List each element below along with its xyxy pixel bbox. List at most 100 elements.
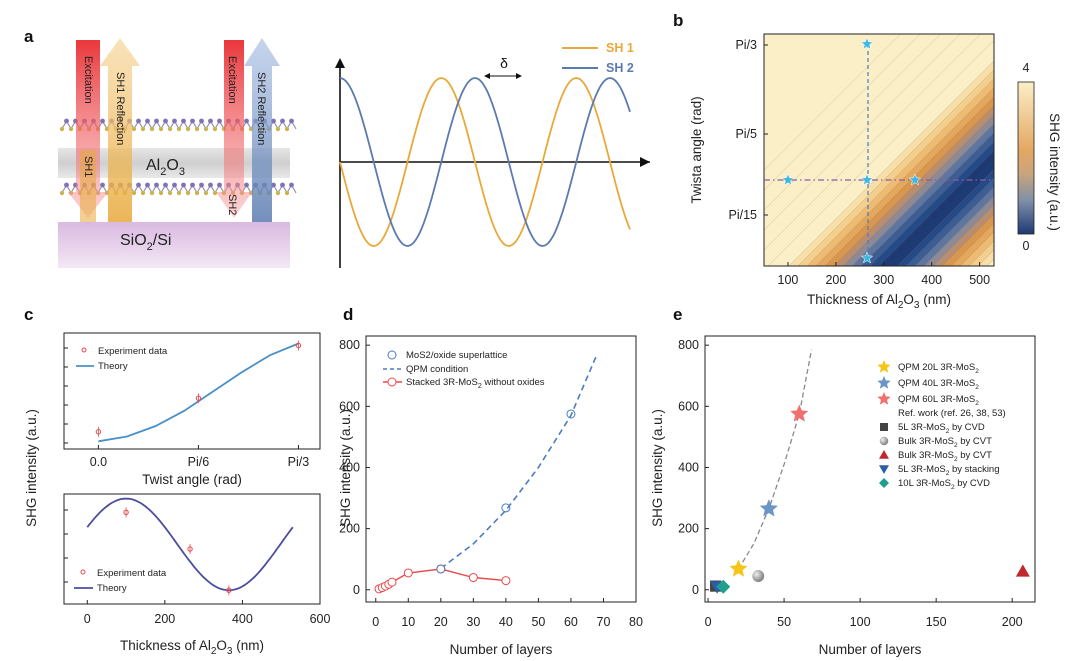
sulfur-atom xyxy=(275,126,281,132)
excitation-arrow-1 xyxy=(68,40,108,218)
heatmap-band xyxy=(878,150,994,266)
e-ytick-label: 200 xyxy=(678,522,699,536)
d-legend-qpm: QPM condition xyxy=(406,364,468,375)
sulfur-atom xyxy=(68,126,74,132)
e-legend-marker-sphere xyxy=(879,436,889,446)
sulfur-atom xyxy=(140,126,146,132)
e-legend-name: QPM 20L 3R-MoS xyxy=(898,362,975,373)
e-legend-marker-triangle xyxy=(879,450,889,459)
c-top-plot: 0.0 Pi/6 Pi/3 xyxy=(64,340,309,469)
heatmap-xtick-label: 400 xyxy=(921,273,942,287)
heatmap-xtick-label: 300 xyxy=(873,273,894,287)
sh1-legend-label: SH 1 xyxy=(606,41,634,55)
heatmap-ylabel: Twista angle (rad) xyxy=(689,96,704,203)
colorbar-max-label: 4 xyxy=(1023,61,1030,75)
e-xtick-label: 0 xyxy=(705,615,712,629)
phase-delta: δ xyxy=(500,55,508,71)
d-xtick-label: 20 xyxy=(434,615,448,629)
sh2-layer-label: SH2 xyxy=(226,194,238,215)
molybdenum-atom xyxy=(289,182,294,188)
sulfur-atom xyxy=(194,126,200,132)
c-bottom-exp-point xyxy=(226,587,232,593)
d-legend-stacked-marker xyxy=(387,377,397,387)
molybdenum-atom xyxy=(154,182,159,188)
colorbar-min-label: 0 xyxy=(1023,239,1030,253)
substrate-label: SiO2/Si xyxy=(120,232,171,253)
sulfur-atom xyxy=(59,190,65,196)
heatmap-xlabel: Thickness of Al2O3 (nm) xyxy=(807,292,951,311)
heatmap-contour xyxy=(764,34,921,191)
e-legend-name: 10L 3R-MoS xyxy=(898,478,951,489)
e-ylabel: SHG intensity (a.u.) xyxy=(650,409,665,527)
sulfur-atom xyxy=(284,190,290,196)
molybdenum-atom xyxy=(289,118,294,124)
excitation-label-1: Excitation xyxy=(82,56,94,104)
d-xtick-label: 50 xyxy=(531,615,545,629)
molybdenum-atom xyxy=(208,182,213,188)
d-xtick-label: 30 xyxy=(466,615,480,629)
heatmap-star-marker xyxy=(860,251,874,264)
molybdenum-atom xyxy=(172,182,177,188)
e-legend-sub: 2 xyxy=(975,400,979,407)
e-xtick-label: 200 xyxy=(1002,615,1023,629)
e-ytick-label: 400 xyxy=(678,460,699,474)
d-xtick-label: 10 xyxy=(401,615,415,629)
heatmap-star-marker xyxy=(908,173,922,186)
heatmap-bands xyxy=(764,34,994,266)
sulfur-atom xyxy=(149,126,155,132)
sulfur-atom xyxy=(158,126,164,132)
c-bottom-exp-point xyxy=(123,509,129,516)
molybdenum-atom xyxy=(163,118,168,124)
c-bottom-theory-line xyxy=(86,497,294,592)
e-legend-label: Bulk 3R-MoS2 by CVT xyxy=(898,436,992,449)
e-frame xyxy=(704,335,1036,603)
e-xlabel: Number of layers xyxy=(819,642,922,657)
e-legend-marker-square xyxy=(880,423,888,431)
excitation-label-2: Excitation xyxy=(226,56,238,104)
panel-a-waves: δ SH 1 SH 2 xyxy=(335,41,650,268)
c-top-legend-theory: Theory xyxy=(98,361,128,372)
molybdenum-atom xyxy=(280,118,285,124)
e-legend-sub: 2 xyxy=(975,384,979,391)
e-point-star xyxy=(759,499,779,517)
c-bottom-xtick-label: 200 xyxy=(154,612,175,626)
sulfur-atom xyxy=(185,190,191,196)
e-xtick-label: 50 xyxy=(777,615,791,629)
d-legend-stacked: Stacked 3R-MoS2 without oxides xyxy=(406,377,545,390)
sh1-layer-arrow xyxy=(80,150,96,222)
sulfur-atom xyxy=(158,190,164,196)
d-superlattice-point xyxy=(501,503,511,513)
molybdenum-atom xyxy=(280,182,285,188)
c-bottom-plot: 0 200 400 600 xyxy=(64,497,330,626)
e-legend-sub: 2 xyxy=(951,484,955,491)
sh2-legend-label: SH 2 xyxy=(606,61,634,75)
sh1-reflection-arrow xyxy=(100,38,140,222)
d-frame xyxy=(365,335,637,603)
heatmap-band xyxy=(860,132,994,266)
molybdenum-atom xyxy=(208,118,213,124)
heatmap-band xyxy=(851,123,994,266)
e-legend-name: QPM 60L 3R-MoS xyxy=(898,394,975,405)
sulfur-atom xyxy=(167,126,173,132)
molybdenum-atom xyxy=(199,182,204,188)
heatmap-contour xyxy=(764,34,941,211)
molybdenum-atom xyxy=(217,182,222,188)
d-ytick-label: 600 xyxy=(339,399,360,413)
sulfur-atom xyxy=(275,190,281,196)
sh1-reflection-label: SH1 Reflection xyxy=(114,72,126,145)
c-top-exp-point xyxy=(295,342,302,349)
panel-c-bottom: 0 200 400 600 Experiment data Theory Thickn… xyxy=(24,409,330,657)
e-legend-name: 5L 3R-MoS xyxy=(898,422,946,433)
c-top-exp-point xyxy=(195,395,202,401)
molybdenum-atom xyxy=(64,118,69,124)
sulfur-atom xyxy=(185,126,191,132)
sh2-wave xyxy=(339,77,631,247)
c-bottom-legend-exp-marker xyxy=(80,569,86,575)
d-ytick-label: 200 xyxy=(339,522,360,536)
molybdenum-atom xyxy=(199,118,204,124)
wave-x-arrowhead xyxy=(640,157,650,167)
